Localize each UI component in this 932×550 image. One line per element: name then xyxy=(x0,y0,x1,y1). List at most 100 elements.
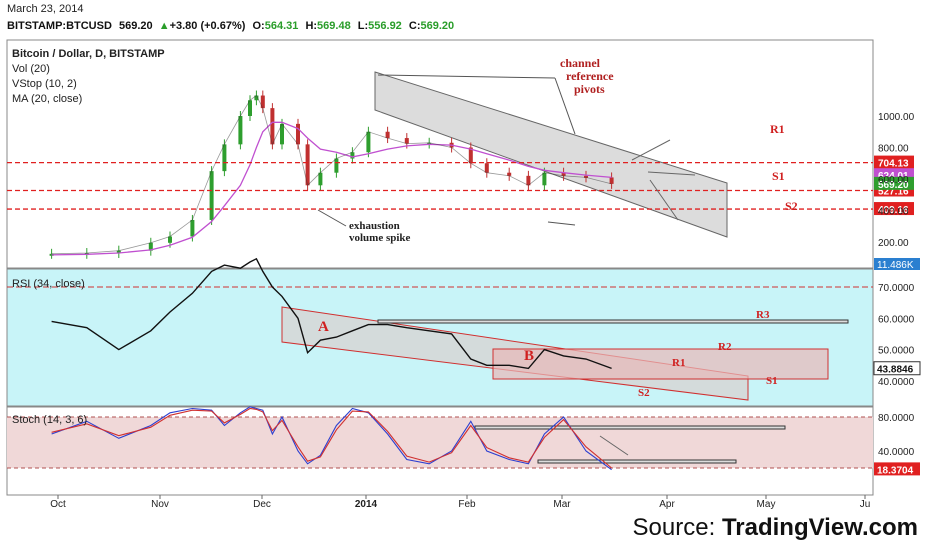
main-legend-item[interactable]: MA (20, close) xyxy=(12,93,82,105)
stoch-tick-label: 80.0000 xyxy=(878,413,915,424)
price-line[interactable] xyxy=(51,94,612,255)
x-tick-label: Apr xyxy=(659,499,675,510)
price-candle[interactable] xyxy=(366,131,371,153)
price-candle[interactable] xyxy=(168,236,172,243)
price-candle[interactable] xyxy=(334,158,339,173)
price-tick-label: 400.00 xyxy=(878,207,909,218)
level-tag xyxy=(874,155,914,169)
projection-arrow xyxy=(649,179,679,221)
rsi-tick-label: 40.0000 xyxy=(878,377,915,388)
rsi-tick-label: 60.0000 xyxy=(878,314,915,325)
last-price: 569.20 xyxy=(118,20,153,32)
main-legend-item[interactable]: Bitcoin / Dollar, D, BITSTAMP xyxy=(12,48,165,60)
price-panel xyxy=(6,39,874,269)
price-candle[interactable] xyxy=(561,172,566,176)
price-candle[interactable] xyxy=(507,172,512,176)
price-candle[interactable] xyxy=(609,177,614,184)
price-candle[interactable] xyxy=(484,163,489,173)
price-tick-label: 200.00 xyxy=(878,238,909,249)
level-tag-label: 704.13 xyxy=(878,159,909,170)
price-tick-label: 1000.00 xyxy=(878,112,915,123)
rsi-box-b xyxy=(492,348,829,380)
open-label: O: xyxy=(252,20,265,32)
price-candle[interactable] xyxy=(526,175,531,186)
price-tag xyxy=(874,176,914,190)
price-candle[interactable] xyxy=(385,131,390,139)
rsi-annotation-s2: S2 xyxy=(638,387,650,399)
annotation-arrow xyxy=(547,221,576,226)
level-tag xyxy=(874,202,914,216)
price-candle[interactable] xyxy=(238,116,243,145)
rsi-legend[interactable]: RSI (34, close) xyxy=(12,278,85,290)
low-value: 556.92 xyxy=(368,20,402,32)
price-candle[interactable] xyxy=(584,175,588,178)
price-tick-label: 800.00 xyxy=(878,144,909,155)
price-channel xyxy=(374,71,728,238)
x-tick-label: Ju xyxy=(860,499,871,510)
projection-arrow xyxy=(599,435,629,456)
price-candle[interactable] xyxy=(222,144,227,172)
price-annotation: pivots xyxy=(574,82,605,96)
stoch-band xyxy=(7,417,873,468)
rsi-annotation-a: A xyxy=(318,319,329,335)
price-candle[interactable] xyxy=(404,138,409,144)
main-legend-item[interactable]: Vol (20) xyxy=(12,63,50,75)
price-candle[interactable] xyxy=(254,95,259,101)
quote-bar: BITSTAMP:BTCUSD 569.20 ▲+3.80 (+0.67%) O… xyxy=(7,20,454,32)
price-candle[interactable] xyxy=(248,100,252,116)
rsi-r3-line xyxy=(377,319,849,324)
stoch-upper-line xyxy=(474,425,786,430)
high-label: H: xyxy=(305,20,318,32)
source-prefix: Source: xyxy=(632,514,722,541)
chart-date: March 23, 2014 xyxy=(7,3,84,15)
stoch-current-label: 18.3704 xyxy=(877,465,914,476)
rsi-current-label: 43.8846 xyxy=(877,365,914,376)
rsi-annotation-r3: R3 xyxy=(756,309,770,321)
volume-tag-label: 11.486K xyxy=(877,260,914,271)
source-credit: Source: TradingView.com xyxy=(633,514,918,542)
close-label: C: xyxy=(408,20,421,32)
up-triangle-icon: ▲ xyxy=(158,20,170,32)
price-candle[interactable] xyxy=(190,219,195,237)
price-candle[interactable] xyxy=(209,171,214,220)
price-candle[interactable] xyxy=(260,95,265,109)
level-tag-label: 409.16 xyxy=(878,205,909,216)
low-label: L: xyxy=(357,20,369,32)
price-candle[interactable] xyxy=(350,152,355,159)
ma-line[interactable] xyxy=(51,121,612,256)
price-candle[interactable] xyxy=(318,172,323,186)
stoch-legend[interactable]: Stoch (14, 3, 6) xyxy=(12,414,87,426)
price-candle[interactable] xyxy=(280,123,284,145)
rsi-line[interactable] xyxy=(51,257,612,370)
price-annotation: channel xyxy=(560,56,601,70)
stoch-tick-label: 40.0000 xyxy=(878,447,915,458)
x-tick-label: Dec xyxy=(253,499,271,510)
price-annotation: S1 xyxy=(772,169,785,183)
price-tag-label: 569.20 xyxy=(878,180,909,191)
stoch-current-tag xyxy=(874,462,920,476)
price-candle[interactable] xyxy=(468,147,473,164)
rsi-tick-label: 70.0000 xyxy=(878,283,915,294)
stoch-d-line[interactable] xyxy=(51,407,612,469)
annotation-arrow xyxy=(317,209,347,227)
price-candle[interactable] xyxy=(305,144,310,186)
open-value: 564.31 xyxy=(264,20,299,32)
annotation-arrow xyxy=(377,74,556,79)
price-candle[interactable] xyxy=(148,242,153,251)
x-tick-label: Nov xyxy=(151,499,169,510)
price-candle[interactable] xyxy=(116,250,121,254)
price-annotation: S2 xyxy=(785,199,798,213)
projection-arrow xyxy=(631,139,671,161)
price-annotation: R1 xyxy=(770,122,785,136)
price-tag-label: 624.01 xyxy=(878,171,909,182)
level-tag-label: 527.16 xyxy=(878,186,909,197)
price-candle[interactable] xyxy=(270,108,275,145)
price-tick-label: 600.00 xyxy=(878,175,909,186)
price-candle[interactable] xyxy=(542,172,547,186)
volume-tag xyxy=(874,258,920,270)
price-candle[interactable] xyxy=(296,123,300,145)
main-legend-item[interactable]: VStop (10, 2) xyxy=(12,78,77,90)
symbol[interactable]: BITSTAMP:BTCUSD xyxy=(7,20,112,32)
annotation-arrow xyxy=(554,77,576,135)
